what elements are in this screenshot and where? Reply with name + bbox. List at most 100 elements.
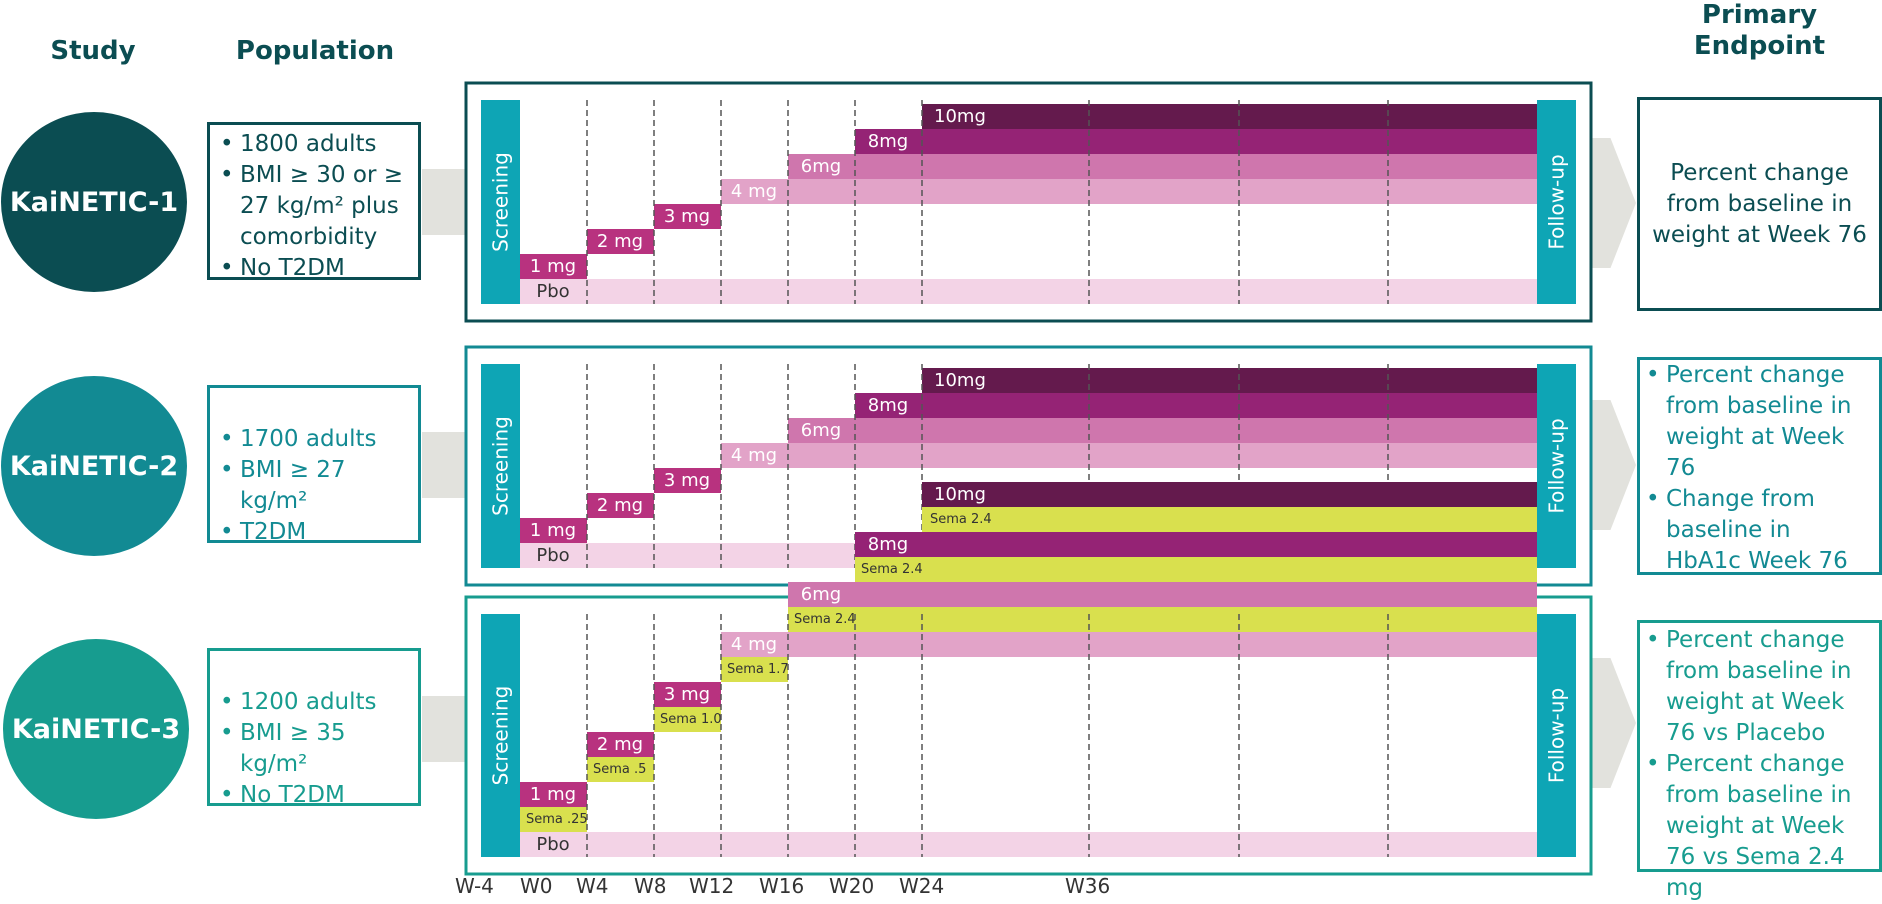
population-header: Population bbox=[235, 36, 395, 66]
dose-label-3: 3 mg bbox=[664, 684, 710, 705]
dose-label-7: 10mg bbox=[934, 106, 986, 127]
study-circle-kainetic-3: KaiNETIC-3 bbox=[3, 639, 189, 819]
dose-label-2: 2 mg bbox=[597, 231, 643, 252]
week-label-w8: W8 bbox=[634, 874, 667, 898]
study-header: Study bbox=[50, 36, 136, 66]
sema-bar-3 bbox=[654, 707, 721, 732]
population-item: No T2DM bbox=[220, 780, 410, 811]
endpoint-item: Percent change from baseline in weight a… bbox=[1646, 360, 1871, 484]
followup-label: Follow-up bbox=[1545, 154, 1569, 249]
sema-label-4: Sema 1.7 bbox=[727, 662, 789, 677]
dose-label-1: 1 mg bbox=[530, 256, 576, 277]
week-label-w20: W20 bbox=[829, 874, 875, 898]
dose-label-1: 1 mg bbox=[530, 520, 576, 541]
dose-bar-4 bbox=[721, 632, 1537, 657]
dose-label-2: 2 mg bbox=[597, 734, 643, 755]
week-label-w-4: W-4 bbox=[455, 874, 494, 898]
dose-label-4: 4 mg bbox=[731, 445, 777, 466]
screening-label: Screening bbox=[489, 686, 513, 786]
dose-bar-1 bbox=[520, 254, 587, 279]
dose-label-7: 10mg bbox=[934, 370, 986, 391]
dose-bar-7 bbox=[922, 368, 1537, 393]
sema-bar-5 bbox=[788, 607, 1537, 632]
population-item: T2DM bbox=[220, 517, 410, 548]
placebo-bar bbox=[520, 832, 1537, 857]
dose-bar-4 bbox=[721, 443, 1537, 468]
population-item: 1200 adults bbox=[220, 687, 410, 718]
dose-label-5: 6mg bbox=[801, 156, 841, 177]
dose-label-4: 4 mg bbox=[731, 181, 777, 202]
sema-bar-2 bbox=[587, 757, 654, 782]
population-box-1: 1800 adults BMI ≥ 30 or ≥ 27 kg/m² plus … bbox=[207, 122, 421, 284]
dose-bar-6 bbox=[855, 393, 1537, 418]
dose-label-6: 8mg bbox=[868, 395, 908, 416]
dose-label-3: 3 mg bbox=[664, 206, 710, 227]
dose-bar-6 bbox=[855, 532, 1537, 557]
population-box-3: 1200 adults BMI ≥ 35 kg/m² No T2DM bbox=[207, 648, 421, 811]
population-item: 1800 adults bbox=[220, 129, 410, 160]
dose-bar-6 bbox=[855, 129, 1537, 154]
week-label-w12: W12 bbox=[689, 874, 735, 898]
sema-label-1: Sema .25 bbox=[526, 812, 588, 827]
screening-label: Screening bbox=[489, 416, 513, 516]
dose-bar-3 bbox=[654, 682, 721, 707]
sema-bar-6 bbox=[855, 557, 1537, 582]
dose-label-6: 8mg bbox=[868, 534, 908, 555]
study-circle-kainetic-1: KaiNETIC-1 bbox=[1, 112, 187, 292]
screening-bar bbox=[481, 100, 520, 304]
endpoint-box-2: Percent change from baseline in weight a… bbox=[1637, 357, 1882, 575]
connector-2 bbox=[422, 432, 465, 498]
dose-label-1: 1 mg bbox=[530, 784, 576, 805]
placebo-label: Pbo bbox=[536, 281, 569, 302]
population-item: BMI ≥ 30 or ≥ 27 kg/m² plus comorbidity bbox=[220, 160, 410, 253]
dose-bar-3 bbox=[654, 204, 721, 229]
population-box-2: 1700 adults BMI ≥ 27 kg/m² T2DM bbox=[207, 385, 421, 548]
followup-label: Follow-up bbox=[1545, 688, 1569, 783]
sema-label-7: Sema 2.4 bbox=[930, 512, 992, 527]
dose-label-6: 8mg bbox=[868, 131, 908, 152]
population-item: No T2DM bbox=[220, 253, 410, 284]
week-label-w16: W16 bbox=[759, 874, 805, 898]
endpoint-item: Percent change from baseline in weight a… bbox=[1646, 625, 1871, 749]
dose-bar-1 bbox=[520, 782, 587, 807]
screening-bar bbox=[481, 364, 520, 568]
screening-label: Screening bbox=[489, 152, 513, 252]
sema-label-5: Sema 2.4 bbox=[794, 612, 856, 627]
placebo-label: Pbo bbox=[536, 834, 569, 855]
connector-3 bbox=[422, 696, 465, 762]
endpoint-text: Percent change from baseline in weight a… bbox=[1652, 159, 1867, 248]
population-item: 1700 adults bbox=[220, 424, 410, 455]
connector-1 bbox=[422, 169, 465, 235]
dose-bar-2 bbox=[587, 229, 654, 254]
week-label-w36: W36 bbox=[1065, 874, 1111, 898]
dose-label-4: 4 mg bbox=[731, 634, 777, 655]
dose-label-5: 6mg bbox=[801, 584, 841, 605]
week-label-w0: W0 bbox=[520, 874, 553, 898]
study-circle-kainetic-2: KaiNETIC-2 bbox=[1, 376, 187, 556]
endpoint-box-3: Percent change from baseline in weight a… bbox=[1637, 620, 1882, 901]
dose-label-3: 3 mg bbox=[664, 470, 710, 491]
dose-bar-7 bbox=[922, 482, 1537, 507]
dose-bar-2 bbox=[587, 493, 654, 518]
dose-bar-2 bbox=[587, 732, 654, 757]
dose-bar-5 bbox=[788, 582, 1537, 607]
placebo-label: Pbo bbox=[536, 545, 569, 566]
dose-bar-7 bbox=[922, 104, 1537, 129]
endpoint-box-1: Percent change from baseline in weight a… bbox=[1637, 97, 1882, 311]
dose-bar-5 bbox=[788, 418, 1537, 443]
sema-bar-4 bbox=[721, 657, 788, 682]
endpoint-item: Change from baseline in HbA1c Week 76 bbox=[1646, 484, 1871, 577]
dose-bar-3 bbox=[654, 468, 721, 493]
sema-label-3: Sema 1.0 bbox=[660, 712, 722, 727]
dose-bar-5 bbox=[788, 154, 1537, 179]
placebo-bar bbox=[520, 279, 1537, 304]
primary-endpoint-header: Primary Endpoint bbox=[1662, 0, 1857, 62]
sema-label-2: Sema .5 bbox=[593, 762, 646, 777]
followup-bar bbox=[1537, 364, 1576, 568]
sema-label-6: Sema 2.4 bbox=[861, 562, 923, 577]
dose-bar-4 bbox=[721, 179, 1537, 204]
sema-bar-1 bbox=[520, 807, 587, 832]
followup-bar bbox=[1537, 100, 1576, 304]
dose-label-5: 6mg bbox=[801, 420, 841, 441]
